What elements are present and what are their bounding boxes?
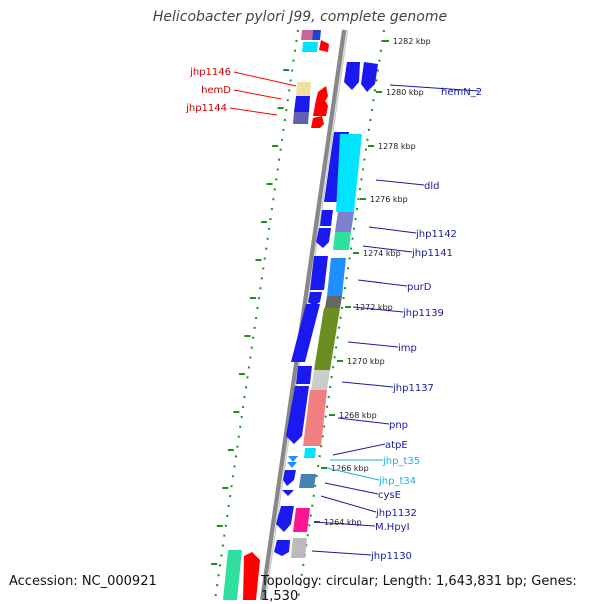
gene-feature bbox=[333, 232, 351, 250]
gene-feature bbox=[320, 210, 333, 226]
gene-feature bbox=[312, 30, 321, 40]
gene-label: jhp1137 bbox=[392, 383, 434, 394]
gene-label: jhp1130 bbox=[370, 551, 412, 562]
kbp-tick-label: 1266 kbp bbox=[331, 464, 369, 473]
gene-label: jhp_t35 bbox=[382, 456, 420, 467]
gene-feature bbox=[313, 98, 328, 116]
gene-feature bbox=[308, 292, 322, 306]
label-leader-line bbox=[326, 467, 380, 481]
gene-feature bbox=[327, 258, 346, 296]
gene-label: jhp1141 bbox=[411, 248, 453, 259]
kbp-tick-label: 1264 kbp bbox=[324, 518, 362, 527]
label-leader-line bbox=[362, 245, 413, 253]
label-leader-line bbox=[233, 71, 297, 87]
gene-label: cysE bbox=[378, 490, 401, 501]
gene-feature bbox=[223, 550, 242, 600]
gene-feature bbox=[282, 490, 294, 496]
label-leader-line bbox=[389, 84, 480, 92]
ruler-inner bbox=[214, 29, 299, 600]
gene-label: jhp1146 bbox=[189, 67, 231, 78]
label-leader-line bbox=[313, 521, 376, 527]
gene-feature bbox=[293, 508, 310, 532]
gene-feature bbox=[319, 40, 329, 52]
gene-feature bbox=[276, 506, 294, 532]
gene-feature bbox=[314, 308, 340, 370]
gene-label: pnp bbox=[389, 420, 408, 431]
gene-feature bbox=[303, 390, 327, 446]
gene-label: imp bbox=[398, 343, 417, 354]
label-leader-line bbox=[229, 107, 278, 116]
label-leader-line bbox=[337, 417, 390, 425]
gene-feature bbox=[311, 370, 330, 390]
gene-feature bbox=[316, 228, 331, 248]
label-leader-line bbox=[375, 179, 425, 186]
gene-feature bbox=[288, 456, 298, 462]
gene-feature bbox=[344, 62, 360, 90]
gene-feature bbox=[287, 462, 297, 468]
gene-label: jhp1144 bbox=[185, 103, 227, 114]
kbp-tick-label: 1270 kbp bbox=[347, 357, 385, 366]
gene-feature bbox=[291, 304, 320, 362]
ruler-outer bbox=[297, 29, 385, 600]
gene-feature bbox=[296, 366, 312, 384]
gene-feature bbox=[316, 86, 328, 100]
map-title: Helicobacter pylori J99, complete genome bbox=[152, 9, 448, 25]
label-leader-line bbox=[320, 495, 377, 513]
gene-feature bbox=[302, 42, 318, 52]
gene-feature bbox=[301, 30, 313, 40]
gene-label: jhp1132 bbox=[375, 508, 417, 519]
gene-label: jhp1139 bbox=[402, 308, 444, 319]
gene-feature bbox=[283, 470, 296, 486]
label-leader-line bbox=[233, 89, 282, 100]
label-leader-line bbox=[352, 306, 404, 313]
gene-label: hemN_2 bbox=[441, 87, 482, 98]
kbp-tick-label: 1272 kbp bbox=[355, 303, 393, 312]
gene-label: M.HpyI bbox=[375, 522, 410, 533]
gene-label: purD bbox=[407, 282, 432, 293]
label-leader-line bbox=[368, 226, 417, 234]
gene-label: hemD bbox=[201, 85, 231, 96]
gene-label: jhp_t34 bbox=[378, 476, 416, 487]
gene-feature bbox=[286, 386, 309, 444]
gene-feature bbox=[299, 474, 316, 488]
kbp-tick-label: 1282 kbp bbox=[393, 37, 431, 46]
label-leader-line bbox=[341, 381, 394, 388]
gene-feature bbox=[243, 552, 260, 600]
label-leader-line bbox=[347, 341, 399, 348]
kbp-tick-label: 1280 kbp bbox=[386, 88, 424, 97]
label-leader-line bbox=[311, 550, 372, 556]
gene-feature bbox=[310, 256, 328, 290]
gene-feature bbox=[291, 538, 307, 558]
label-leader-line bbox=[357, 279, 408, 287]
gene-feature bbox=[274, 540, 290, 556]
kbp-tick-label: 1278 kbp bbox=[378, 142, 416, 151]
gene-feature bbox=[294, 96, 310, 112]
gene-feature bbox=[296, 82, 311, 96]
label-leader-line bbox=[324, 482, 379, 495]
kbp-tick-label: 1276 kbp bbox=[370, 195, 408, 204]
gene-feature bbox=[304, 448, 316, 458]
gene-label: atpE bbox=[385, 440, 408, 451]
label-leader-line bbox=[332, 443, 386, 456]
gene-label: jhp1142 bbox=[415, 229, 457, 240]
gene-feature bbox=[361, 62, 378, 92]
gene-feature bbox=[335, 212, 354, 232]
gene-feature bbox=[293, 112, 309, 124]
kbp-tick-label: 1268 kbp bbox=[339, 411, 377, 420]
tick-marks: 1282 kbp 1280 kbp 1278 kbp 1276 kbp 1274 kbp… bbox=[211, 37, 431, 565]
gene-feature bbox=[311, 116, 324, 128]
gene-feature bbox=[336, 134, 362, 212]
kbp-tick-label: 1274 kbp bbox=[363, 249, 401, 258]
gene-feature bbox=[325, 296, 342, 308]
gene-features bbox=[223, 30, 378, 600]
accession-text: Accession: NC_000921 bbox=[9, 574, 157, 589]
gene-label: dld bbox=[424, 181, 439, 192]
